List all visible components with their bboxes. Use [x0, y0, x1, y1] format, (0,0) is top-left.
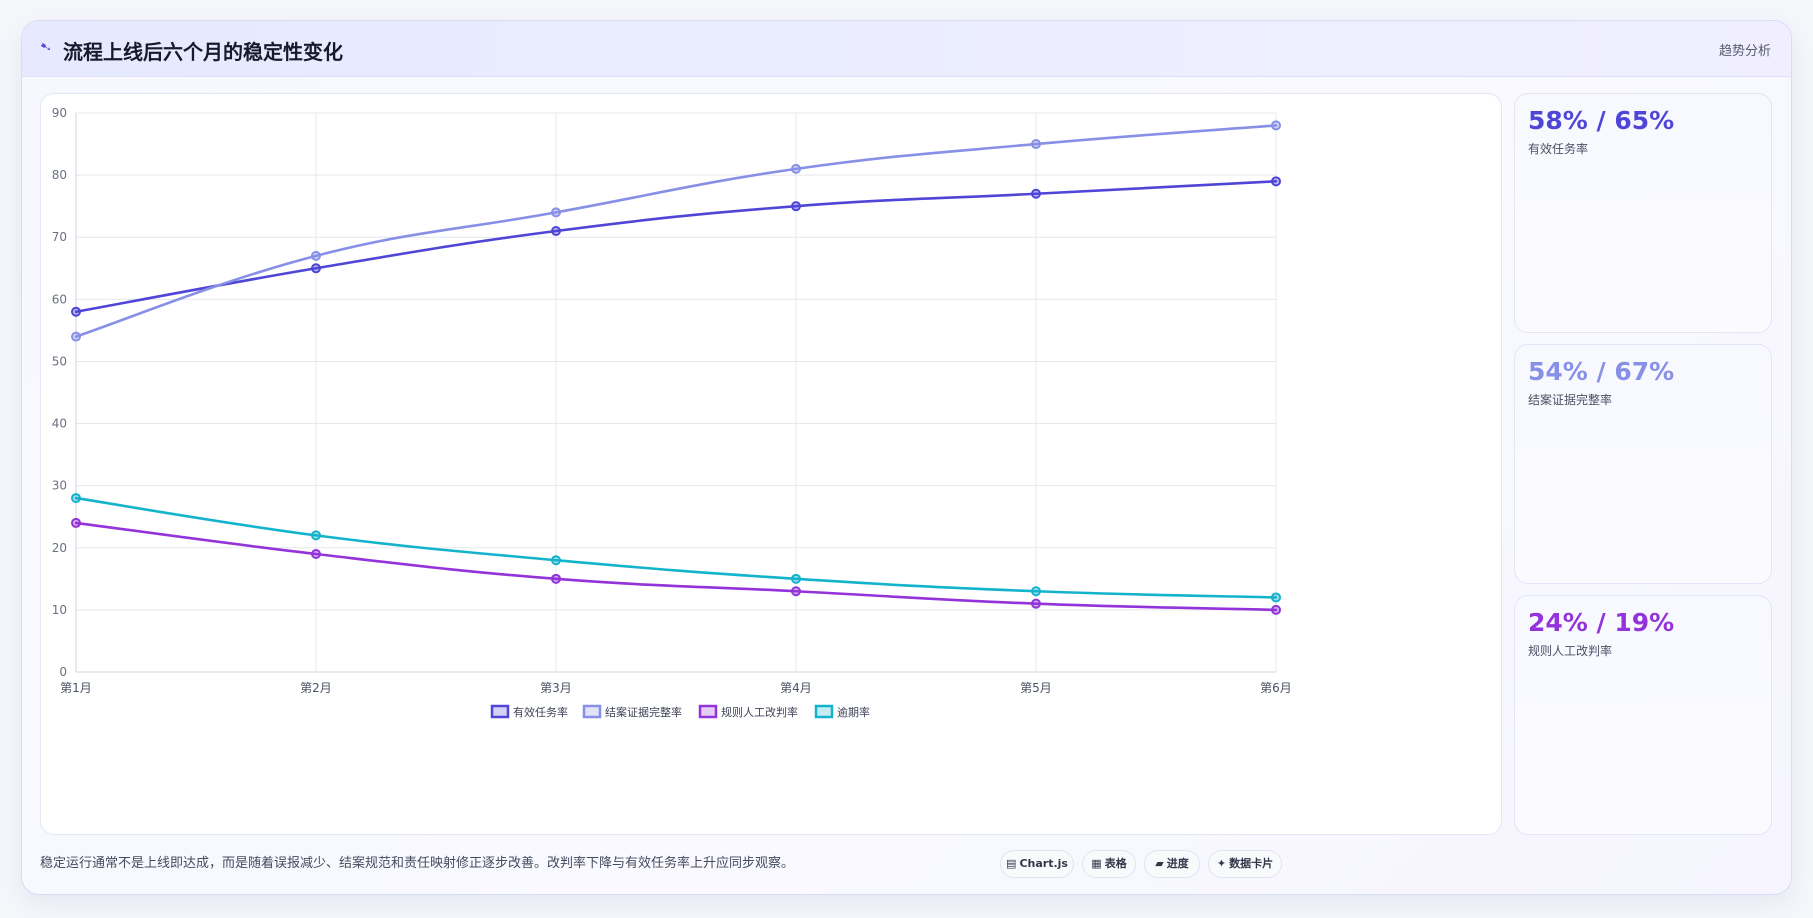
data-point	[1271, 176, 1281, 187]
x-tick-label: 第3月	[540, 681, 572, 695]
legend-swatch	[698, 704, 718, 719]
data-point	[71, 306, 81, 317]
data-point	[791, 163, 801, 174]
data-point	[551, 207, 561, 218]
data-point	[1031, 188, 1041, 199]
y-tick-label: 70	[52, 230, 67, 244]
data-point	[1031, 598, 1041, 609]
series-line-3	[74, 496, 1278, 599]
x-tick-label: 第5月	[1020, 681, 1052, 695]
pill-label: Chart.js	[1019, 857, 1068, 870]
stat-value: 54% / 67%	[1528, 357, 1675, 386]
chart-footnote: 稳定运行通常不是上线即达成，而是随着误报减少、结案规范和责任映射修正逐步改善。改…	[40, 856, 795, 871]
data-point	[1271, 604, 1281, 615]
progress-icon: ▰	[1155, 857, 1164, 870]
legend-label: 结案证据完整率	[605, 705, 682, 719]
y-tick-label: 10	[52, 603, 67, 617]
pill-data-card[interactable]: ✦ 数据卡片	[1208, 850, 1282, 878]
data-point	[791, 586, 801, 597]
data-point	[791, 201, 801, 212]
stat-value: 58% / 65%	[1528, 106, 1675, 135]
sparkle-icon: ✦	[1216, 857, 1227, 870]
data-point	[551, 226, 561, 237]
page-title: 流程上线后六个月的稳定性变化	[63, 40, 343, 64]
x-tick-label: 第1月	[60, 681, 92, 695]
data-point	[1031, 139, 1041, 150]
series-line-2	[74, 521, 1278, 612]
chart-card: ➷ 流程上线后六个月的稳定性变化 趋势分析 0 10 20 30 40 50 60 70 80 9…	[21, 20, 1792, 895]
pill-progress[interactable]: ▰ 进度	[1144, 850, 1200, 878]
pill-label: 数据卡片	[1229, 857, 1274, 870]
data-point	[311, 548, 321, 559]
y-tick-label: 50	[52, 354, 67, 368]
data-point	[1271, 120, 1281, 131]
legend-label: 规则人工改判率	[721, 705, 798, 719]
card-header: ➷ 流程上线后六个月的稳定性变化 趋势分析	[22, 21, 1791, 77]
trend-icon: ➷	[38, 38, 54, 57]
stat-label: 结案证据完整率	[1528, 393, 1613, 407]
x-tick-label: 第2月	[300, 681, 332, 695]
pill-label: 表格	[1104, 857, 1127, 870]
table-icon: ▦	[1091, 857, 1102, 870]
y-tick-label: 60	[52, 292, 67, 306]
y-tick-label: 20	[52, 541, 67, 555]
data-point	[551, 573, 561, 584]
stat-card-evidence-complete-rate: 54% / 67% 结案证据完整率	[1514, 344, 1772, 584]
data-point	[791, 573, 801, 584]
data-point	[71, 493, 81, 504]
line-chart-panel: 0 10 20 30 40 50 60 70 80 90 第1月 第2月 第3月 第4月 第5月 第6月有效任…	[40, 93, 1502, 835]
stat-card-manual-override-rate: 24% / 19% 规则人工改判率	[1514, 595, 1772, 835]
category-tag: 趋势分析	[1718, 44, 1771, 59]
pill-chartjs[interactable]: ▤ Chart.js	[1000, 850, 1074, 878]
data-point	[1031, 586, 1041, 597]
data-point	[311, 250, 321, 261]
legend-swatch	[814, 704, 834, 719]
series-line-0	[74, 180, 1278, 314]
chart-icon: ▤	[1006, 857, 1017, 870]
y-tick-label: 40	[52, 417, 67, 431]
pill-table[interactable]: ▦ 表格	[1082, 850, 1136, 878]
data-point	[71, 517, 81, 528]
stat-card-valid-task-rate: 58% / 65% 有效任务率	[1514, 93, 1772, 333]
data-point	[71, 331, 81, 342]
series-line-1	[74, 124, 1278, 338]
legend-swatch	[490, 704, 510, 719]
data-point	[311, 263, 321, 274]
stat-label: 有效任务率	[1528, 142, 1589, 156]
y-tick-label: 90	[52, 106, 67, 120]
legend-swatch	[582, 704, 602, 719]
y-tick-label: 30	[52, 479, 67, 493]
pill-label: 进度	[1166, 857, 1189, 870]
data-point	[551, 555, 561, 566]
y-tick-label: 80	[52, 168, 67, 182]
stat-label: 规则人工改判率	[1528, 644, 1613, 658]
line-chart: 0 10 20 30 40 50 60 70 80 90 第1月 第2月 第3月 第4月 第5月 第6月有效任…	[52, 106, 1292, 719]
legend-label: 有效任务率	[513, 705, 568, 719]
x-tick-label: 第6月	[1260, 681, 1292, 695]
y-tick-label: 0	[59, 665, 67, 679]
x-tick-label: 第4月	[780, 681, 812, 695]
data-point	[1271, 592, 1281, 603]
data-point	[311, 530, 321, 541]
stat-value: 24% / 19%	[1528, 608, 1675, 637]
legend-label: 逾期率	[837, 705, 870, 719]
